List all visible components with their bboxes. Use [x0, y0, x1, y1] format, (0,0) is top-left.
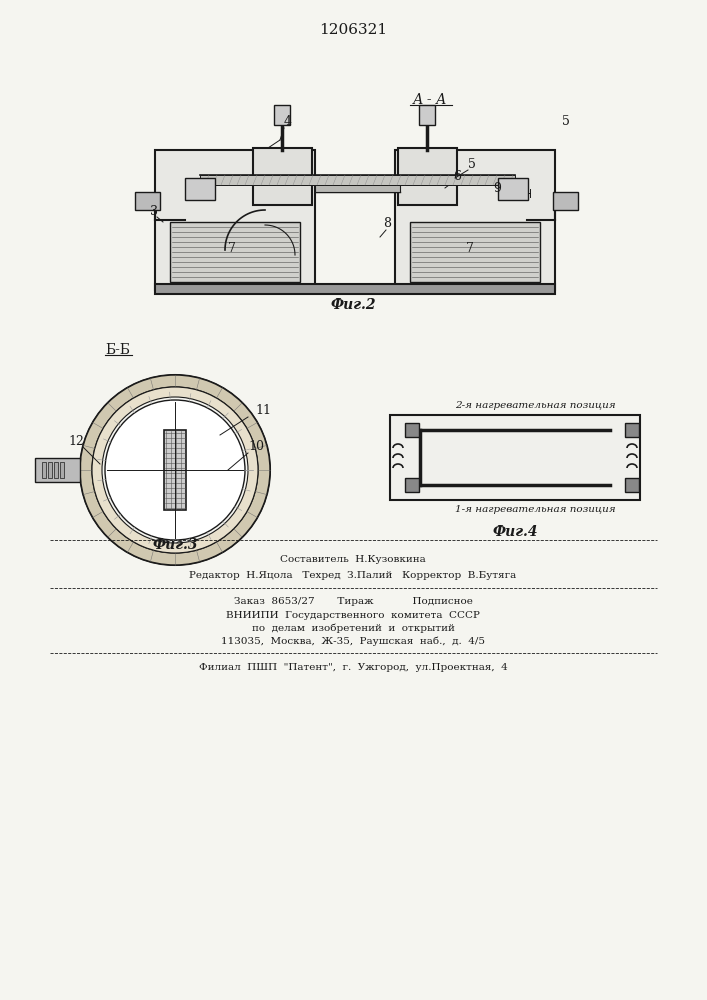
Bar [405, 423, 419, 437]
Wedge shape [80, 375, 270, 565]
Bar [315, 182, 400, 192]
Text: 10: 10 [248, 440, 264, 453]
Wedge shape [92, 387, 258, 553]
Bar [625, 478, 639, 492]
Text: 6: 6 [453, 170, 461, 183]
Text: ВНИИПИ  Государственного  комитета  СССР: ВНИИПИ Государственного комитета СССР [226, 610, 480, 619]
Text: Филиал  ПШП  "Патент",  г.  Ужгород,  ул.Проектная,  4: Филиал ПШП "Патент", г. Ужгород, ул.Прое… [199, 662, 508, 672]
Text: 8: 8 [383, 217, 391, 230]
Text: Редактор  Н.Яцола   Техред  З.Палий   Корректор  В.Бутяга: Редактор Н.Яцола Техред З.Палий Корректо… [189, 572, 517, 580]
Bar [135, 192, 160, 210]
Bar [398, 148, 457, 205]
Bar [60, 462, 64, 478]
Text: 2-я нагревательная позиция: 2-я нагревательная позиция [455, 400, 615, 410]
Bar [200, 175, 515, 185]
Bar [253, 148, 312, 205]
Bar [405, 478, 419, 492]
Text: 113035,  Москва,  Ж-35,  Раушская  наб.,  д.  4/5: 113035, Москва, Ж-35, Раушская наб., д. … [221, 636, 485, 646]
Text: Фиг.3: Фиг.3 [152, 538, 198, 552]
Bar [498, 178, 528, 200]
Bar [419, 105, 435, 125]
Bar [155, 284, 555, 294]
Bar [164, 430, 186, 510]
Text: Заказ  8653/27       Тираж            Подписное: Заказ 8653/27 Тираж Подписное [233, 597, 472, 606]
Text: по  делам  изобретений  и  открытий: по делам изобретений и открытий [252, 623, 455, 633]
Text: Фиг.2: Фиг.2 [330, 298, 375, 312]
Bar [390, 415, 640, 500]
Bar [185, 178, 215, 200]
Circle shape [557, 195, 569, 207]
Circle shape [105, 400, 245, 540]
Bar [35, 458, 80, 482]
Text: Фиг.4: Фиг.4 [492, 525, 538, 539]
Bar [625, 423, 639, 437]
Text: 1-я нагревательная позиция: 1-я нагревательная позиция [455, 506, 615, 514]
Bar [274, 105, 290, 125]
Text: 1206321: 1206321 [319, 23, 387, 37]
Text: 11: 11 [255, 404, 271, 417]
Text: 9: 9 [493, 182, 501, 195]
Bar [410, 222, 540, 282]
Text: 7: 7 [228, 242, 236, 255]
Bar [42, 462, 46, 478]
Text: 7: 7 [466, 242, 474, 255]
Bar [155, 150, 315, 290]
Circle shape [142, 195, 154, 207]
Text: 12: 12 [68, 435, 84, 448]
Bar [54, 462, 58, 478]
Text: Б-Б: Б-Б [105, 343, 130, 357]
Bar [170, 222, 300, 282]
Bar [48, 462, 52, 478]
Bar [553, 192, 578, 210]
Text: 3: 3 [150, 205, 158, 218]
Text: Составитель  Н.Кузовкина: Составитель Н.Кузовкина [280, 556, 426, 564]
Text: А - А: А - А [413, 93, 448, 107]
Text: 5: 5 [562, 115, 570, 128]
Bar [395, 150, 555, 290]
Text: 5: 5 [468, 158, 476, 171]
Text: 4: 4 [284, 115, 292, 128]
